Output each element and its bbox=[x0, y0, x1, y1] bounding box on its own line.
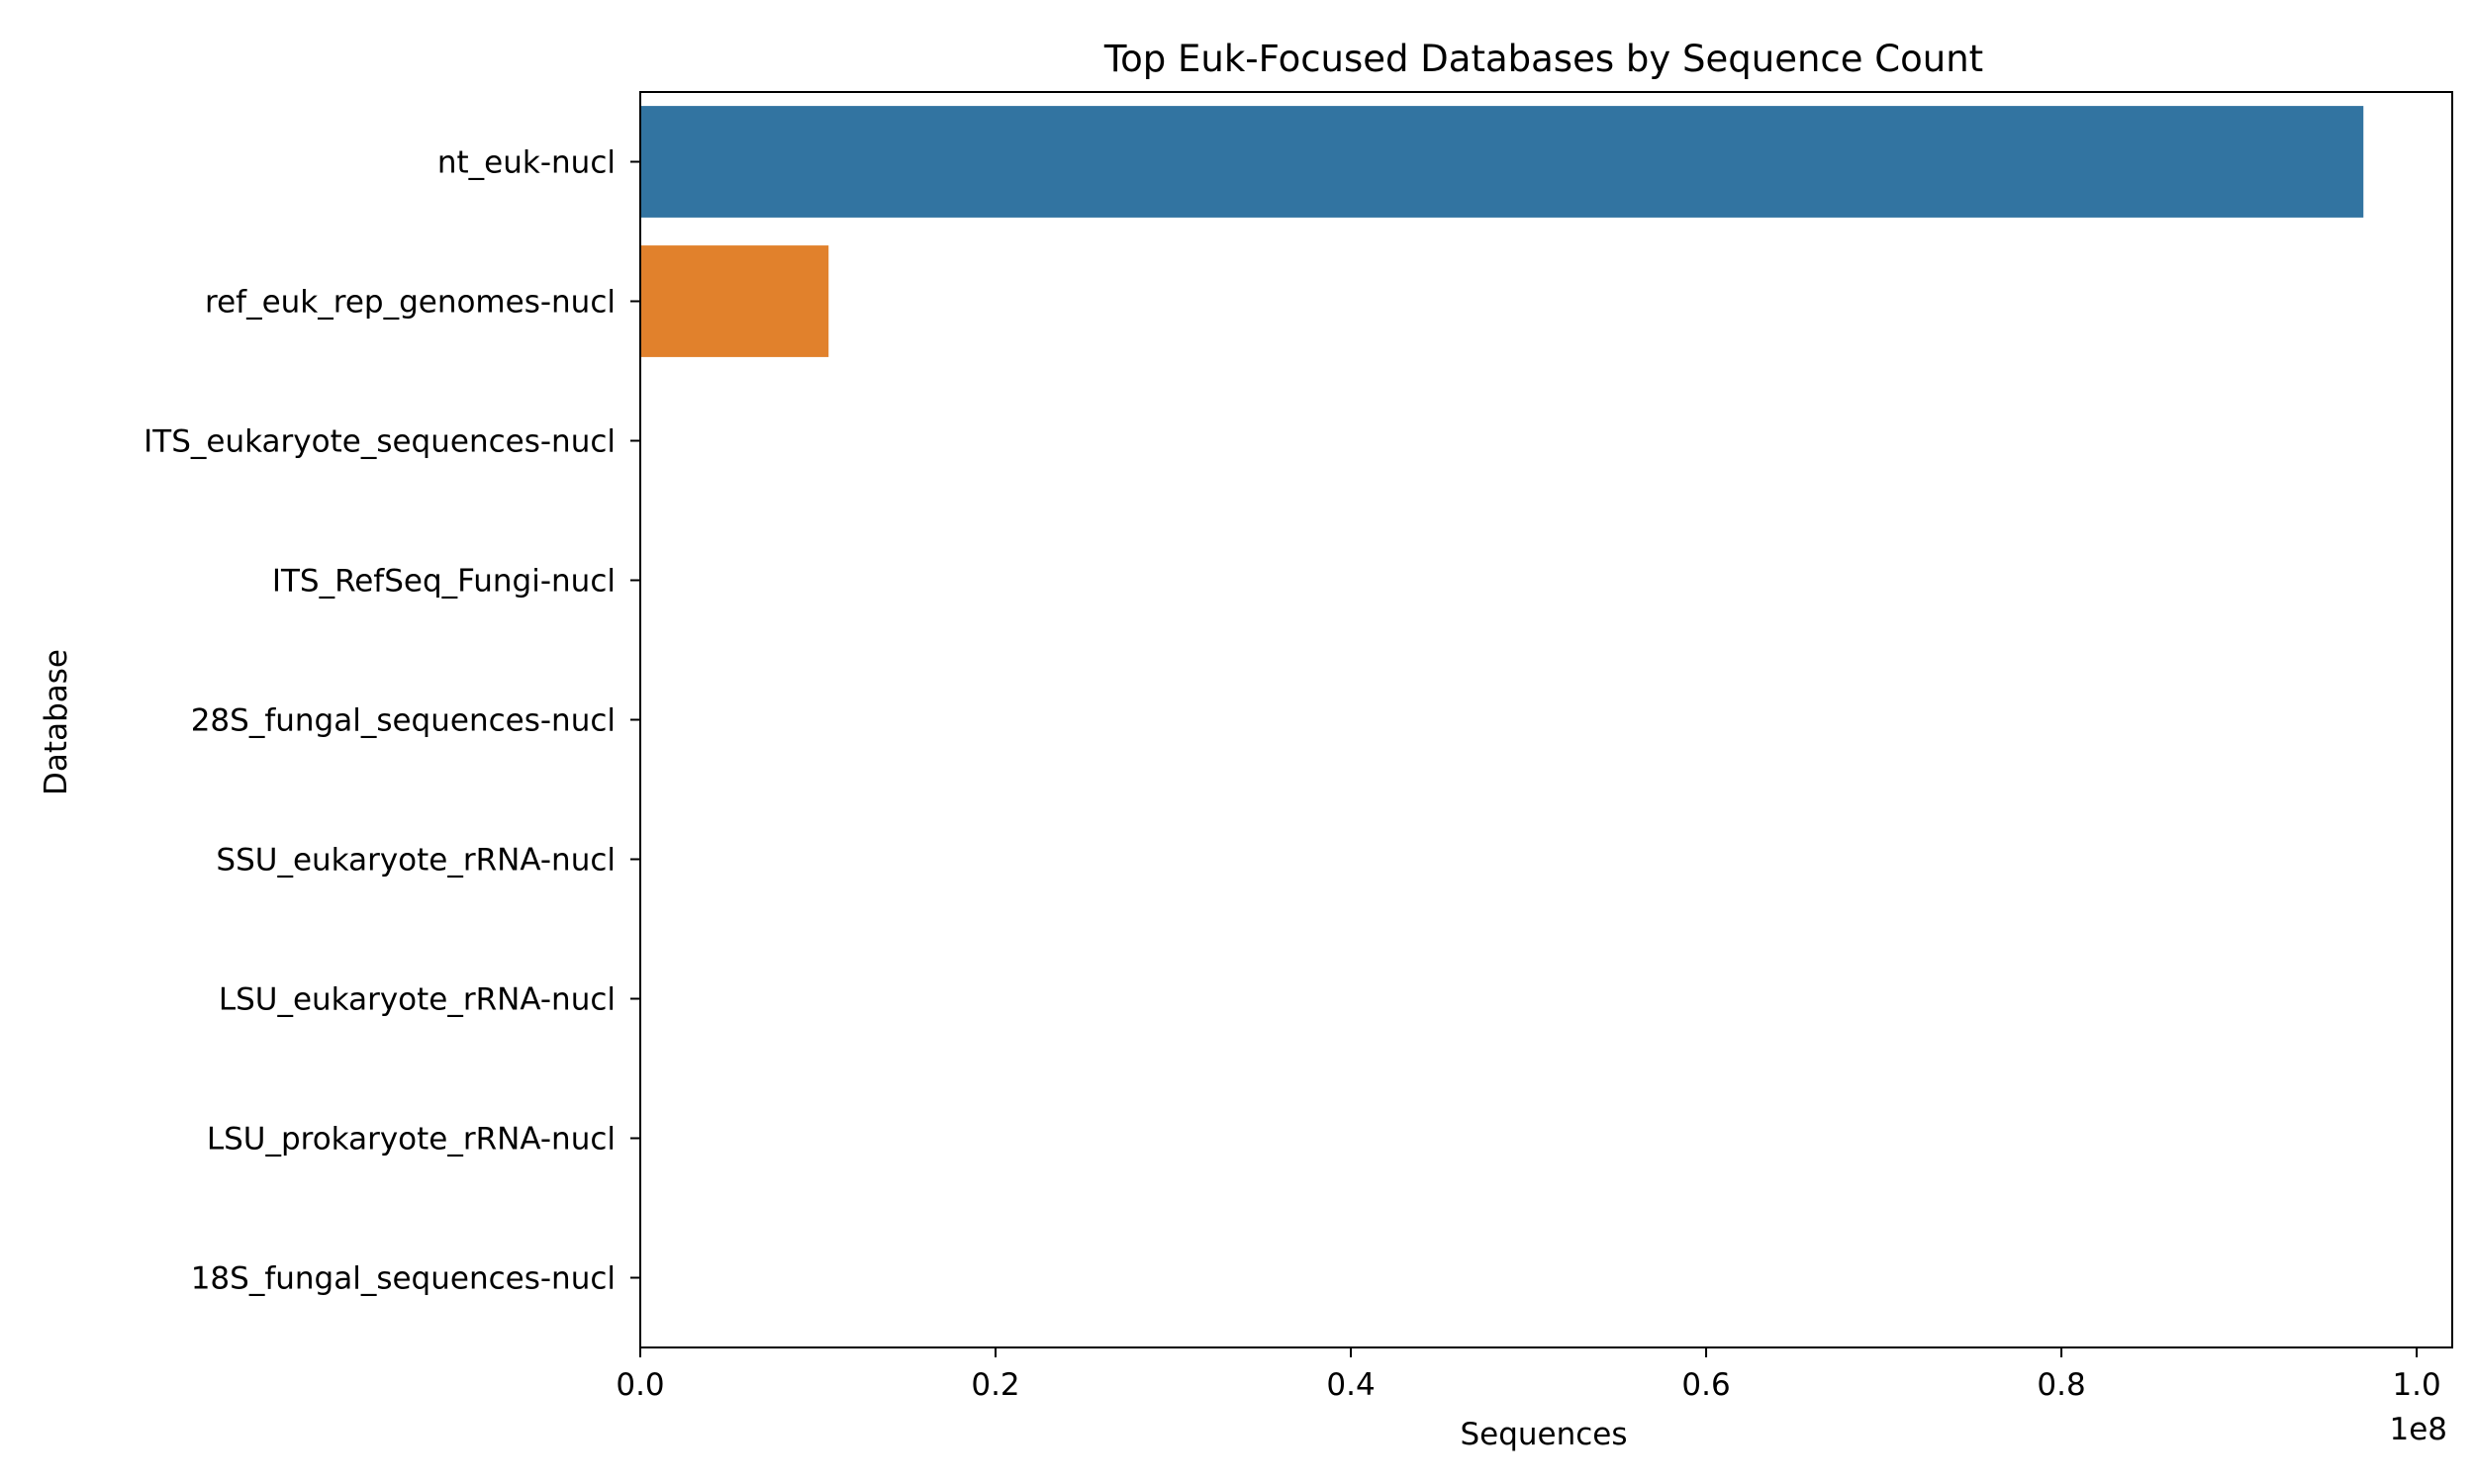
y-tick-label: 28S_fungal_sequences-nucl bbox=[191, 703, 616, 739]
y-tick-label: nt_euk-nucl bbox=[437, 145, 616, 181]
y-axis-ticks: nt_euk-nucl ref_euk_rep_genomes-nucl ITS_e… bbox=[143, 145, 640, 1297]
x-axis-label: Sequences bbox=[1460, 1417, 1627, 1452]
y-tick-label: LSU_prokaryote_rRNA-nucl bbox=[207, 1122, 616, 1158]
x-tick-label: 1.0 bbox=[2392, 1367, 2440, 1403]
y-tick-label: LSU_eukaryote_rRNA-nucl bbox=[219, 982, 616, 1018]
x-tick-label: 0.8 bbox=[2037, 1367, 2085, 1403]
x-tick-label: 0.0 bbox=[616, 1367, 664, 1403]
chart-title: Top Euk-Focused Databases by Sequence Co… bbox=[1103, 38, 1983, 80]
x-axis-offset-label: 1e8 bbox=[2389, 1412, 2447, 1447]
y-tick-label: ref_euk_rep_genomes-nucl bbox=[205, 285, 616, 321]
y-tick-label: ITS_RefSeq_Fungi-nucl bbox=[272, 564, 616, 600]
bars bbox=[640, 106, 2364, 1334]
bar-ref_euk_rep_genomes-nucl bbox=[640, 245, 829, 357]
x-tick-label: 0.2 bbox=[971, 1367, 1019, 1403]
y-axis-label: Database bbox=[39, 649, 74, 795]
y-tick-label: SSU_eukaryote_rRNA-nucl bbox=[216, 843, 616, 879]
bar-nt_euk-nucl bbox=[640, 106, 2364, 218]
y-tick-label: ITS_eukaryote_sequences-nucl bbox=[143, 424, 616, 460]
x-tick-label: 0.6 bbox=[1681, 1367, 1730, 1403]
x-tick-label: 0.4 bbox=[1326, 1367, 1375, 1403]
y-tick-label: 18S_fungal_sequences-nucl bbox=[191, 1261, 616, 1297]
x-axis-ticks: 0.0 0.2 0.4 0.6 0.8 1.0 bbox=[616, 1347, 2441, 1403]
